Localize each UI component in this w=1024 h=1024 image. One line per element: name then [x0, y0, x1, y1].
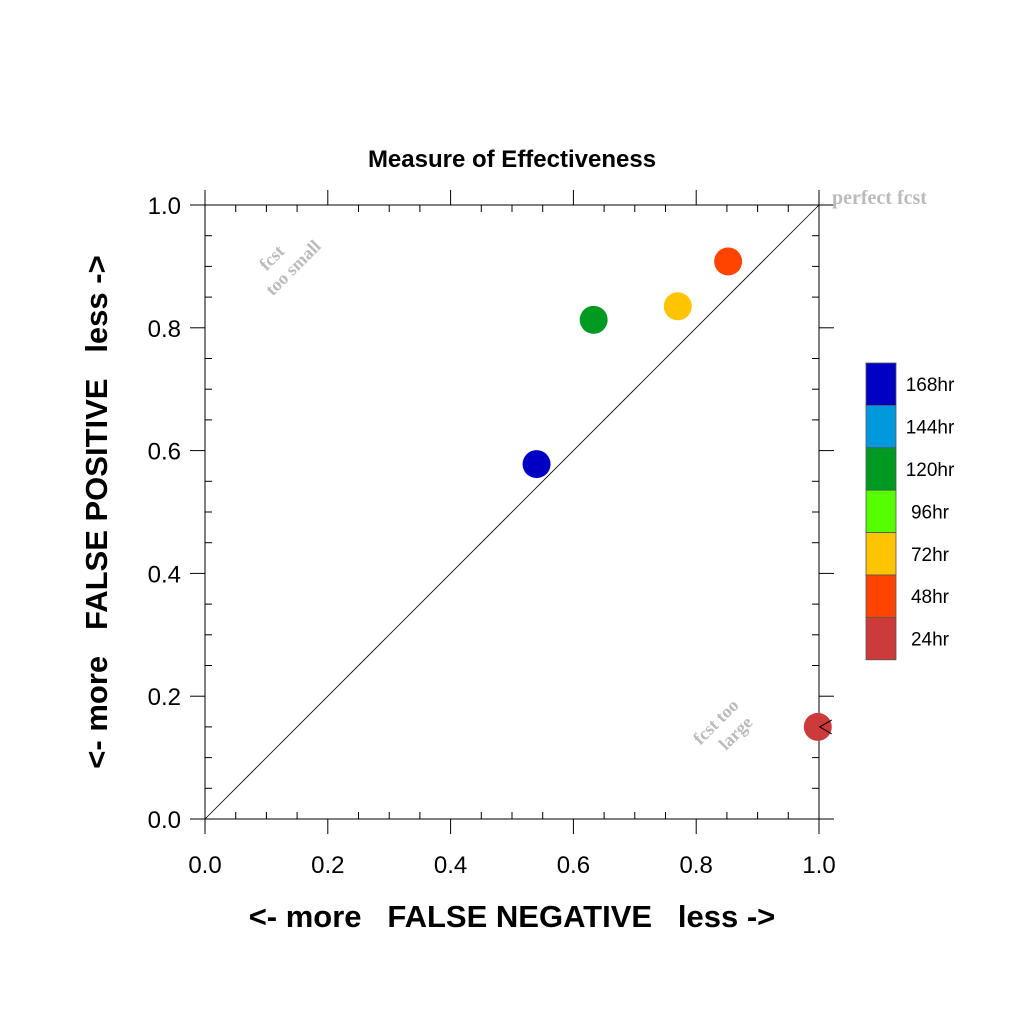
legend-label-168hr: 168hr — [906, 375, 955, 396]
y-tick-label: 0.8 — [148, 316, 181, 343]
legend: 168hr 144hr 120hr 96hr 72hr 48hr 24hr — [865, 362, 955, 661]
y-tick-label: 0.2 — [148, 684, 181, 711]
y-tick-label: 0.4 — [148, 561, 181, 588]
x-tick-label: 0.8 — [680, 852, 713, 879]
legend-swatch-168hr — [865, 362, 897, 406]
legend-label-144hr: 144hr — [906, 418, 955, 439]
data-point-120hr — [579, 305, 608, 334]
x-tick-label: 1.0 — [802, 852, 835, 879]
too-small-annotation: fcst too small — [255, 236, 324, 299]
data-point-72hr — [663, 292, 692, 321]
legend-swatch-120hr — [865, 447, 897, 491]
legend-swatch-24hr — [865, 617, 897, 661]
tick-labels: 0.0 0.2 0.4 0.6 0.8 1.0 0.0 0.2 0.4 0.6 0.8 1.0 — [148, 193, 836, 879]
legend-swatch-96hr — [865, 489, 897, 534]
legend-label-120hr: 120hr — [906, 460, 955, 481]
x-axis-label: <- more FALSE NEGATIVE less -> — [249, 899, 776, 934]
legend-swatch-72hr — [865, 532, 897, 576]
diagonal-line — [204, 204, 820, 820]
legend-label-96hr: 96hr — [911, 502, 950, 523]
too-large-annotation: fcst too large — [689, 695, 756, 754]
data-point-168hr — [522, 450, 551, 479]
legend-swatch-48hr — [865, 574, 897, 618]
chart-title: Measure of Effectiveness — [368, 146, 656, 173]
y-tick-label: 0.6 — [148, 439, 181, 466]
data-points — [522, 247, 833, 741]
x-tick-label: 0.4 — [434, 852, 467, 879]
data-point-24hr — [803, 712, 832, 741]
x-tick-label: 0.6 — [557, 852, 590, 879]
legend-label-72hr: 72hr — [911, 545, 950, 566]
y-tick-label: 1.0 — [148, 193, 181, 220]
y-tick-label: 0.0 — [148, 807, 181, 834]
data-point-48hr — [714, 247, 743, 276]
legend-label-24hr: 24hr — [911, 630, 950, 651]
axis-ticks — [190, 190, 834, 834]
perfect-forecast-annotation: perfect fcst — [832, 187, 927, 209]
x-tick-label: 0.0 — [188, 852, 221, 879]
legend-swatch-144hr — [865, 404, 897, 449]
x-tick-label: 0.2 — [311, 852, 344, 879]
edge-marker — [818, 719, 833, 735]
legend-label-48hr: 48hr — [911, 587, 950, 608]
y-axis-label: <- more FALSE POSITIVE less -> — [79, 255, 114, 768]
